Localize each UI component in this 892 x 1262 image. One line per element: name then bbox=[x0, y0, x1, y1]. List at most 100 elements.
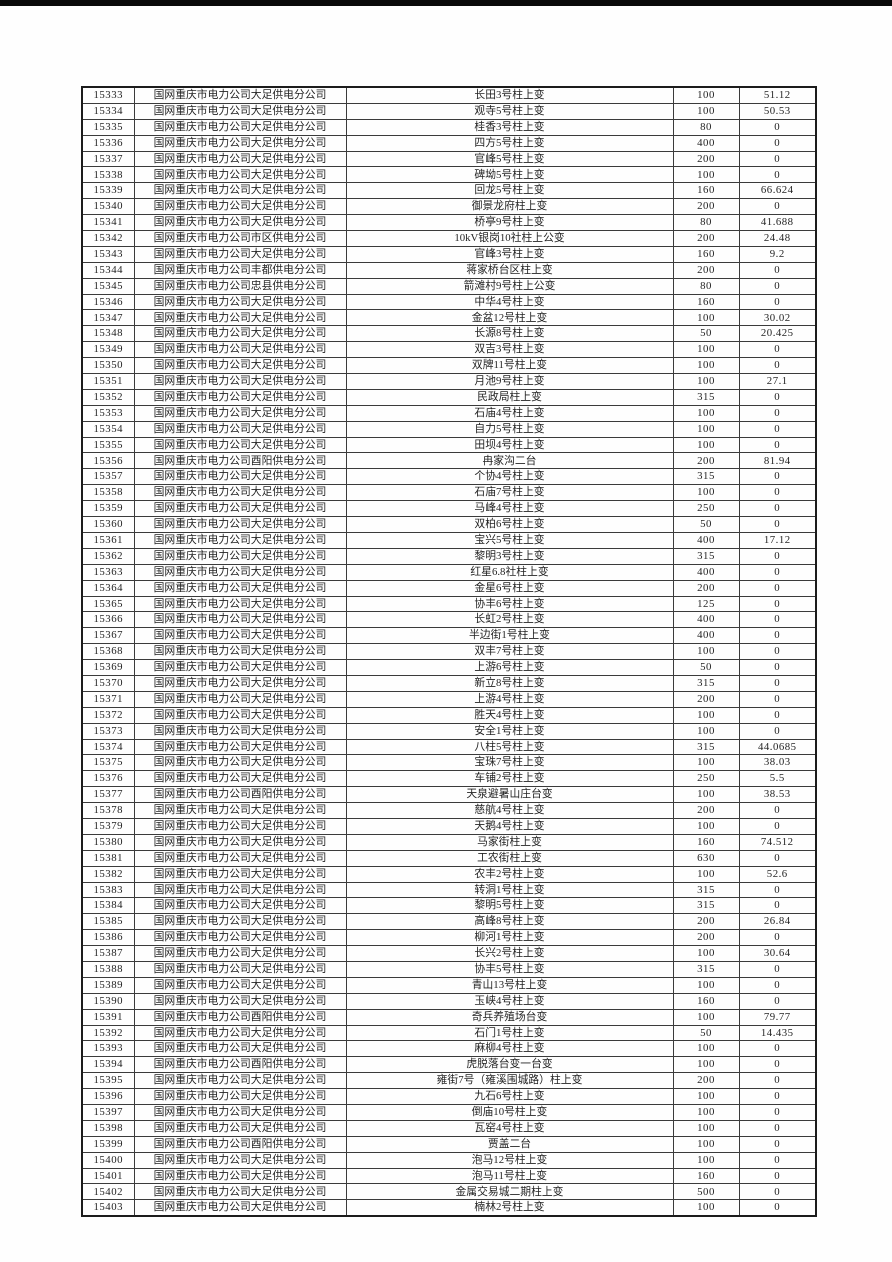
cell-capacity: 315 bbox=[672, 960, 740, 978]
cell-company-name: 国网重庆市电力公司市区供电分公司 bbox=[133, 230, 347, 247]
cell-transformer-name: 长虹2号柱上变 bbox=[345, 611, 674, 629]
cell-transformer-name: 协丰5号柱上变 bbox=[345, 960, 674, 978]
records-table-body: 15333 国网重庆市电力公司大足供电分公司 长田3号柱上变 100 51.12 1533… bbox=[81, 86, 817, 1217]
cell-value: 0 bbox=[738, 817, 817, 835]
cell-capacity: 100 bbox=[672, 1104, 740, 1121]
cell-capacity: 100 bbox=[672, 817, 740, 835]
table-row: 15337 国网重庆市电力公司大足供电分公司 官峰5号柱上变 200 0 bbox=[81, 150, 817, 168]
cell-transformer-name: 胜天4号柱上变 bbox=[345, 706, 674, 724]
table-row: 15361 国网重庆市电力公司大足供电分公司 宝兴5号柱上变 400 17.12 bbox=[81, 531, 817, 549]
cell-transformer-name: 双吉3号柱上变 bbox=[345, 341, 674, 359]
cell-transformer-name: 箭滩村9号柱上公变 bbox=[345, 277, 674, 295]
cell-record-id: 15334 bbox=[81, 102, 135, 120]
cell-record-id: 15358 bbox=[81, 484, 135, 502]
cell-record-id: 15386 bbox=[81, 929, 135, 947]
cell-record-id: 15377 bbox=[81, 786, 135, 804]
cell-transformer-name: 石庙4号柱上变 bbox=[345, 404, 674, 422]
cell-record-id: 15398 bbox=[81, 1119, 135, 1137]
cell-company-name: 国网重庆市电力公司大足供电分公司 bbox=[133, 738, 347, 756]
cell-value: 0 bbox=[738, 802, 817, 819]
cell-record-id: 15349 bbox=[81, 341, 135, 359]
table-row: 15343 国网重庆市电力公司大足供电分公司 官峰3号柱上变 160 9.2 bbox=[81, 245, 817, 263]
cell-value: 50.53 bbox=[738, 102, 817, 120]
table-row: 15367 国网重庆市电力公司大足供电分公司 半边街1号柱上变 400 0 bbox=[81, 627, 817, 645]
cell-value: 0 bbox=[738, 722, 817, 740]
cell-transformer-name: 虎脱落台变一台变 bbox=[345, 1056, 674, 1074]
cell-capacity: 100 bbox=[672, 373, 740, 390]
cell-transformer-name: 贾盖二台 bbox=[345, 1135, 674, 1153]
cell-company-name: 国网重庆市电力公司大足供电分公司 bbox=[133, 166, 347, 184]
cell-capacity: 315 bbox=[672, 547, 740, 565]
cell-record-id: 15363 bbox=[81, 563, 135, 581]
table-row: 15377 国网重庆市电力公司酉阳供电分公司 天泉避暑山庄台变 100 38.53 bbox=[81, 786, 817, 804]
cell-company-name: 国网重庆市电力公司大足供电分公司 bbox=[133, 1088, 347, 1105]
cell-record-id: 15344 bbox=[81, 261, 135, 279]
cell-value: 0 bbox=[738, 150, 817, 168]
cell-record-id: 15397 bbox=[81, 1104, 135, 1121]
cell-capacity: 200 bbox=[672, 913, 740, 931]
cell-company-name: 国网重庆市电力公司大足供电分公司 bbox=[133, 134, 347, 152]
cell-company-name: 国网重庆市电力公司大足供电分公司 bbox=[133, 1104, 347, 1121]
table-row: 15397 国网重庆市电力公司大足供电分公司 倒庙10号柱上变 100 0 bbox=[81, 1104, 817, 1121]
cell-company-name: 国网重庆市电力公司酉阳供电分公司 bbox=[133, 1008, 347, 1026]
cell-record-id: 15401 bbox=[81, 1167, 135, 1185]
table-row: 15385 国网重庆市电力公司大足供电分公司 高峰8号柱上变 200 26.84 bbox=[81, 913, 817, 931]
cell-record-id: 15369 bbox=[81, 659, 135, 676]
cell-transformer-name: 金盆12号柱上变 bbox=[345, 309, 674, 327]
cell-record-id: 15385 bbox=[81, 913, 135, 931]
cell-value: 0 bbox=[738, 1119, 817, 1137]
cell-company-name: 国网重庆市电力公司大足供电分公司 bbox=[133, 102, 347, 120]
cell-capacity: 100 bbox=[672, 1040, 740, 1058]
document-page: 15333 国网重庆市电力公司大足供电分公司 长田3号柱上变 100 51.12 1533… bbox=[0, 6, 892, 1262]
table-row: 15364 国网重庆市电力公司大足供电分公司 金星6号柱上变 200 0 bbox=[81, 579, 817, 597]
cell-capacity: 100 bbox=[672, 357, 740, 375]
cell-company-name: 国网重庆市电力公司大足供电分公司 bbox=[133, 1151, 347, 1169]
cell-record-id: 15393 bbox=[81, 1040, 135, 1058]
cell-company-name: 国网重庆市电力公司大足供电分公司 bbox=[133, 643, 347, 661]
cell-transformer-name: 碑坳5号柱上变 bbox=[345, 166, 674, 184]
cell-value: 0 bbox=[738, 1056, 817, 1074]
cell-company-name: 国网重庆市电力公司大足供电分公司 bbox=[133, 1040, 347, 1058]
cell-company-name: 国网重庆市电力公司大足供电分公司 bbox=[133, 833, 347, 851]
cell-capacity: 160 bbox=[672, 245, 740, 263]
cell-capacity: 400 bbox=[672, 627, 740, 645]
cell-value: 0 bbox=[738, 468, 817, 486]
cell-capacity: 160 bbox=[672, 1167, 740, 1185]
cell-capacity: 200 bbox=[672, 690, 740, 708]
cell-company-name: 国网重庆市电力公司大足供电分公司 bbox=[133, 1072, 347, 1090]
cell-company-name: 国网重庆市电力公司大足供电分公司 bbox=[133, 976, 347, 994]
cell-value: 0 bbox=[738, 960, 817, 978]
cell-record-id: 15383 bbox=[81, 881, 135, 899]
cell-capacity: 100 bbox=[672, 945, 740, 962]
cell-value: 38.03 bbox=[738, 754, 817, 772]
cell-transformer-name: 柳河1号柱上变 bbox=[345, 929, 674, 947]
cell-record-id: 15339 bbox=[81, 182, 135, 200]
cell-value: 9.2 bbox=[738, 245, 817, 263]
cell-record-id: 15380 bbox=[81, 833, 135, 851]
cell-company-name: 国网重庆市电力公司酉阳供电分公司 bbox=[133, 452, 347, 470]
cell-capacity: 160 bbox=[672, 992, 740, 1010]
cell-value: 0 bbox=[738, 579, 817, 597]
cell-record-id: 15399 bbox=[81, 1135, 135, 1153]
cell-transformer-name: 工农街柱上变 bbox=[345, 849, 674, 867]
cell-transformer-name: 自力5号柱上变 bbox=[345, 420, 674, 438]
cell-transformer-name: 宝珠7号柱上变 bbox=[345, 754, 674, 772]
cell-value: 0 bbox=[738, 357, 817, 375]
cell-company-name: 国网重庆市电力公司大足供电分公司 bbox=[133, 897, 347, 915]
cell-company-name: 国网重庆市电力公司大足供电分公司 bbox=[133, 1024, 347, 1042]
table-row: 15373 国网重庆市电力公司大足供电分公司 安全1号柱上变 100 0 bbox=[81, 722, 817, 740]
cell-transformer-name: 四方5号柱上变 bbox=[345, 134, 674, 152]
cell-record-id: 15345 bbox=[81, 277, 135, 295]
table-row: 15395 国网重庆市电力公司大足供电分公司 雍街7号（雍溪围城路）柱上变 200 0 bbox=[81, 1072, 817, 1090]
cell-transformer-name: 石门1号柱上变 bbox=[345, 1024, 674, 1042]
cell-record-id: 15376 bbox=[81, 770, 135, 788]
cell-record-id: 15355 bbox=[81, 436, 135, 454]
cell-capacity: 80 bbox=[672, 214, 740, 232]
cell-value: 0 bbox=[738, 341, 817, 359]
table-row: 15350 国网重庆市电力公司大足供电分公司 双牌11号柱上变 100 0 bbox=[81, 357, 817, 375]
cell-company-name: 国网重庆市电力公司大足供电分公司 bbox=[133, 388, 347, 406]
cell-capacity: 100 bbox=[672, 1151, 740, 1169]
table-row: 15398 国网重庆市电力公司大足供电分公司 瓦窑4号柱上变 100 0 bbox=[81, 1119, 817, 1137]
cell-transformer-name: 石庙7号柱上变 bbox=[345, 484, 674, 502]
cell-value: 0 bbox=[738, 484, 817, 502]
